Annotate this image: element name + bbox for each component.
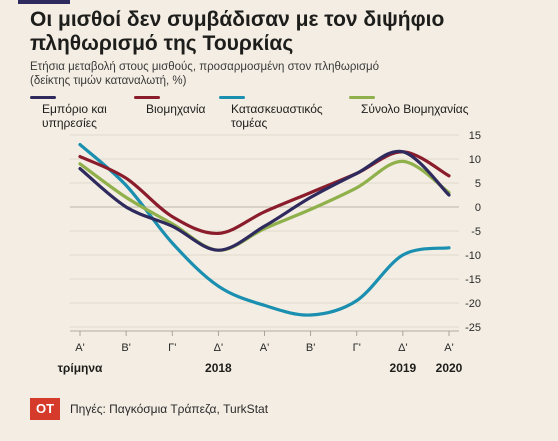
- x-tick-label: Β': [121, 342, 130, 354]
- y-tick-label: 10: [469, 154, 481, 166]
- x-tick-label: Γ': [353, 342, 361, 354]
- y-tick-label: 15: [469, 130, 481, 142]
- publisher-logo: OT: [30, 398, 60, 420]
- x-tick-label: Α': [444, 342, 453, 354]
- y-tick-label: 5: [475, 178, 481, 190]
- chart-subtitle: Ετήσια μεταβολή στους μισθούς, προσαρμοσ…: [30, 60, 530, 88]
- series-line-0: [78, 149, 451, 252]
- x-axis-caption: τρίμηνα: [58, 361, 103, 375]
- legend-swatch-trade: [30, 96, 56, 99]
- legend-swatch-industry: [134, 96, 160, 99]
- x-tick-label: Γ': [168, 342, 176, 354]
- legend-label-industry: Βιομηχανία: [146, 102, 206, 116]
- series-line-3: [78, 159, 451, 252]
- y-tick-label: -10: [465, 250, 481, 262]
- legend-swatch-total: [349, 96, 375, 99]
- legend-label-construction: Κατασκευαστικός τομέας: [231, 102, 323, 130]
- x-tick-label: Α': [260, 342, 269, 354]
- y-tick-label: -5: [471, 226, 481, 238]
- chart-title: Οι μισθοί δεν συμβάδισαν με τον διψήφιο …: [30, 8, 445, 55]
- subtitle-line-1: Ετήσια μεταβολή στους μισθούς, προσαρμοσ…: [30, 61, 380, 73]
- legend: Εμπόριο και υπηρεσίες Βιομηχανία Κατασκε…: [0, 96, 558, 130]
- x-tick-label: Α': [75, 342, 84, 354]
- y-tick-label: -15: [465, 274, 481, 286]
- year-label: 2018: [205, 361, 232, 375]
- accent-bar: [18, 0, 70, 4]
- y-tick-label: -20: [465, 298, 481, 310]
- year-label: 2020: [436, 361, 463, 375]
- y-tick-label: -25: [465, 322, 481, 334]
- x-tick-label: Β': [306, 342, 315, 354]
- legend-swatch-construction: [219, 96, 245, 99]
- x-tick-label: Δ': [214, 342, 223, 354]
- x-tick-label: Δ': [398, 342, 407, 354]
- source-note: Πηγές: Παγκόσμια Τράπεζα, TurkStat: [70, 402, 269, 416]
- legend-label-total: Σύνολο Βιομηχανίας: [361, 102, 469, 116]
- series-line-2: [78, 143, 451, 317]
- subtitle-line-2: (δείκτης τιμών καταναλωτή, %): [30, 75, 187, 87]
- year-label: 2019: [390, 361, 417, 375]
- legend-label-trade: Εμπόριο και υπηρεσίες: [42, 102, 107, 130]
- y-tick-label: 0: [475, 202, 481, 214]
